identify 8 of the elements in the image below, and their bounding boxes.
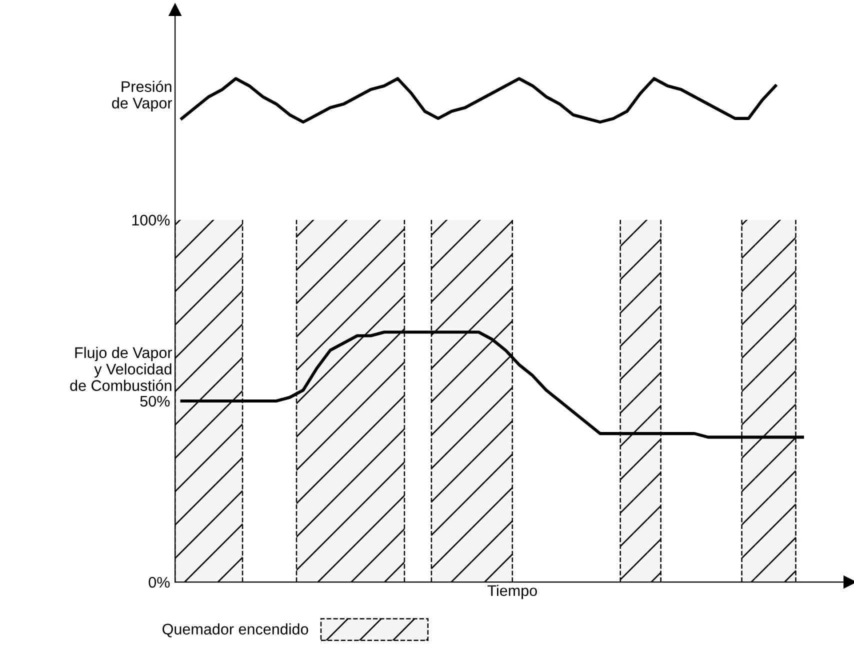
text: Quemador encendido xyxy=(162,623,308,638)
y-tick-label: 0% xyxy=(148,576,170,588)
y-tick-label: 50% xyxy=(140,396,170,407)
series-label: Flujo de Vapor y Velocidad de Combustión xyxy=(70,346,172,392)
series-label: Presión de Vapor xyxy=(112,80,172,112)
line-series xyxy=(180,77,778,124)
x-axis-title: Tiempo xyxy=(488,584,537,600)
y-tick-label: 100% xyxy=(132,214,170,226)
